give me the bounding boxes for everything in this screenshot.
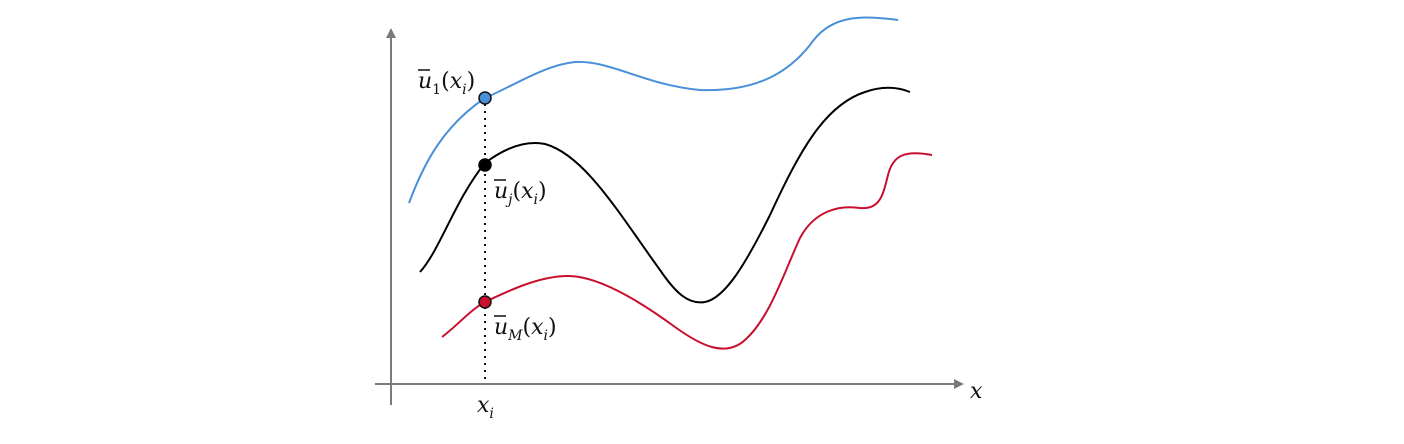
label-u-m-arg: x	[531, 315, 544, 340]
label-u-1-arg: x	[450, 69, 463, 94]
x-tick-base: x	[477, 393, 490, 418]
label-u-j-sub: j	[505, 192, 513, 208]
label-u-1: u1(xi)	[418, 69, 475, 98]
svg-text:u1(xi): u1(xi)	[418, 69, 475, 98]
curve-u-m	[441, 152, 933, 350]
label-u-1-arg-sub: i	[462, 82, 466, 98]
label-u-1-base: u	[418, 69, 432, 94]
svg-text:uM(xi): uM(xi)	[494, 315, 557, 344]
point-u-m	[478, 295, 492, 309]
label-u-j-arg-sub: i	[534, 192, 538, 208]
label-u-m-arg-sub: i	[544, 328, 548, 344]
label-u-j-arg: x	[521, 179, 534, 204]
label-u-j-base: u	[494, 179, 508, 204]
point-u-j	[478, 158, 492, 172]
x-tick-label: xi	[477, 393, 494, 422]
label-u-m-sub: M	[507, 328, 523, 344]
label-u-1-sub: 1	[432, 82, 441, 98]
label-u-m-base: u	[494, 315, 508, 340]
x-axis-label: x	[970, 379, 983, 404]
point-u-1	[478, 91, 492, 105]
label-u-m: uM(xi)	[494, 315, 557, 344]
curve-u-1	[408, 16, 899, 204]
svg-text:uj(xi): uj(xi)	[494, 179, 547, 208]
x-tick-sub: i	[489, 406, 493, 422]
label-u-j: uj(xi)	[494, 179, 547, 208]
